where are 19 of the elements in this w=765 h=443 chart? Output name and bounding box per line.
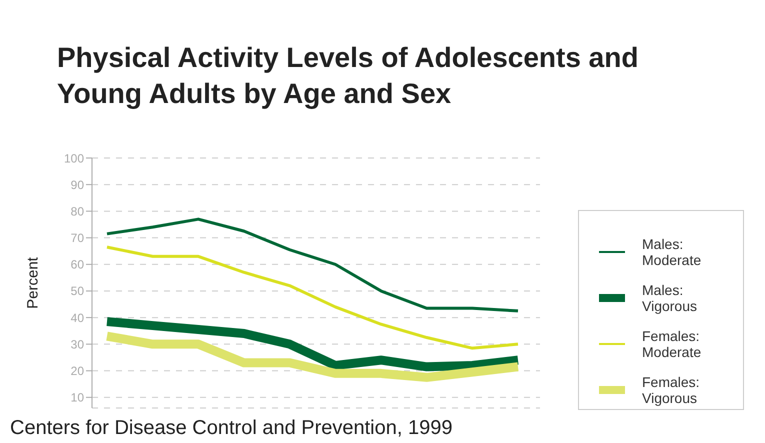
y-tick-label: 80 bbox=[70, 204, 84, 218]
y-tick-label: 90 bbox=[70, 178, 84, 192]
line-series bbox=[106, 246, 520, 350]
y-tick-label: 40 bbox=[70, 310, 84, 325]
y-tick-label: 60 bbox=[70, 258, 84, 272]
y-tick-label: 70 bbox=[70, 231, 84, 246]
chart-title: Physical Activity Levels of Adolescents and Young Adults by Age and Sex bbox=[57, 41, 640, 111]
y-tick-label: 20 bbox=[70, 364, 84, 378]
legend-label: Females: Vigorous bbox=[642, 374, 700, 406]
y-tick-label: 30 bbox=[70, 337, 84, 352]
y-axis-title: Percent bbox=[24, 256, 42, 309]
legend-label: Males: Moderate bbox=[642, 236, 702, 268]
legend-label: Males: Vigorous bbox=[642, 282, 698, 314]
y-tick-label: 100 bbox=[64, 151, 84, 166]
legend-label: Females: Moderate bbox=[642, 328, 702, 360]
text: Centers for Disease Control and Prevention, 1999 bbox=[10, 417, 452, 440]
y-tick-label: 50 bbox=[70, 284, 84, 298]
line-series bbox=[106, 218, 520, 312]
y-tick-label: 10 bbox=[70, 390, 84, 405]
